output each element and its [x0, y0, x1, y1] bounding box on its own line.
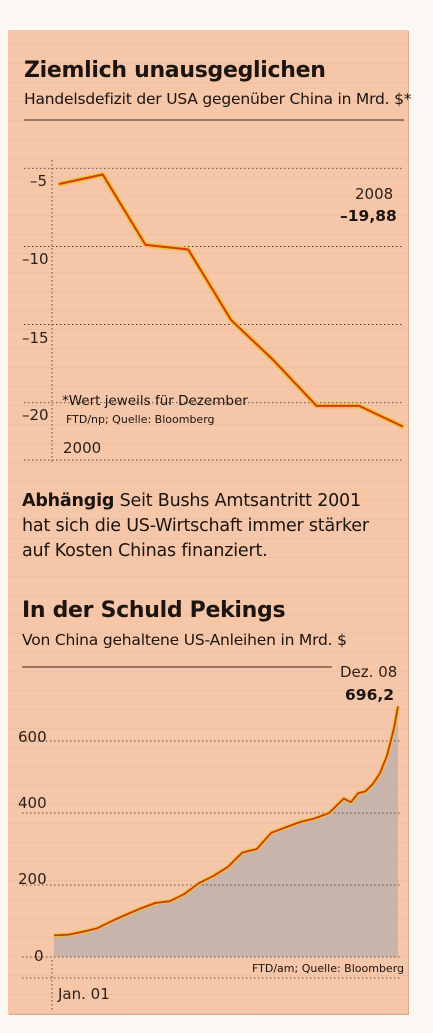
- chart2-ytick: 400: [18, 794, 47, 812]
- chart2-subtitle: Von China gehaltene US-Anleihen in Mrd. …: [22, 631, 347, 649]
- caption-line-2: hat sich die US-Wirtschaft immer stärker: [22, 516, 369, 536]
- chart1-annotation-year: 2008: [355, 185, 394, 203]
- caption-bold-lead: Abhängig: [22, 491, 115, 511]
- chart2-area-fill: [54, 706, 398, 957]
- chart1-xtick: 2000: [63, 439, 102, 457]
- chart2-ytick: 200: [18, 870, 47, 888]
- chart1-title: Ziemlich unausgeglichen: [24, 58, 326, 83]
- caption-text: Seit Bushs Amtsantritt 2001: [119, 491, 362, 511]
- chart2-annotation-date: Dez. 08: [340, 663, 398, 681]
- chart1-note: *Wert jeweils für Dezember: [62, 393, 248, 409]
- newspaper-clipping: [8, 30, 408, 1014]
- chart2-ytick: 0: [34, 947, 44, 965]
- caption-line-3: auf Kosten Chinas finanziert.: [22, 541, 268, 561]
- chart2-annotation-value: 696,2: [345, 686, 395, 704]
- caption-line-1: Abhängig Seit Bushs Amtsantritt 2001: [22, 490, 361, 513]
- chart1-ytick: –20: [22, 406, 49, 424]
- chart1-annotation-value: –19,88: [340, 207, 397, 225]
- chart1-ytick: –15: [22, 329, 49, 347]
- chart2-ytick: 600: [18, 728, 47, 746]
- chart1-subtitle: Handelsdefizit der USA gegenüber China i…: [24, 90, 412, 108]
- chart2-xtick: Jan. 01: [58, 985, 110, 1003]
- chart1-ytick: –10: [22, 250, 49, 268]
- chart2-title: In der Schuld Pekings: [22, 598, 286, 623]
- chart1-source: FTD/np; Quelle: Bloomberg: [66, 413, 215, 426]
- chart2-source: FTD/am; Quelle: Bloomberg: [252, 962, 405, 975]
- chart1-ytick: –5: [30, 172, 48, 190]
